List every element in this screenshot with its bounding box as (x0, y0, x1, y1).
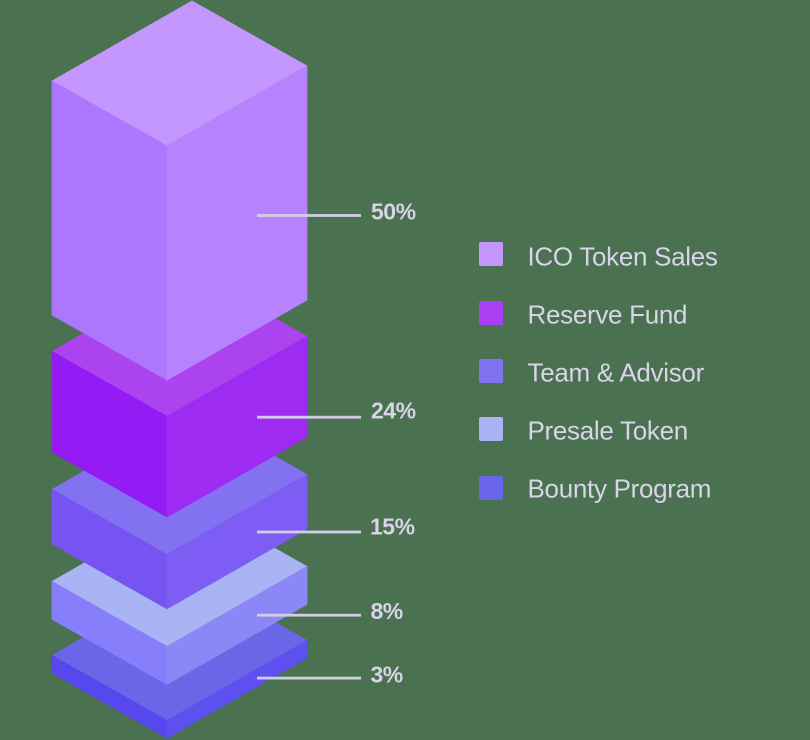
svg-text:Presale Token: Presale Token (528, 415, 688, 445)
svg-text:Bounty Program: Bounty Program (528, 473, 712, 503)
svg-text:50%: 50% (371, 199, 416, 225)
svg-text:ICO Token Sales: ICO Token Sales (528, 241, 718, 271)
svg-text:Team & Advisor: Team & Advisor (528, 357, 705, 387)
svg-text:8%: 8% (371, 598, 403, 624)
svg-text:15%: 15% (370, 514, 415, 540)
svg-text:24%: 24% (371, 397, 416, 423)
svg-text:Reserve Fund: Reserve Fund (528, 299, 688, 329)
svg-text:3%: 3% (371, 661, 403, 687)
